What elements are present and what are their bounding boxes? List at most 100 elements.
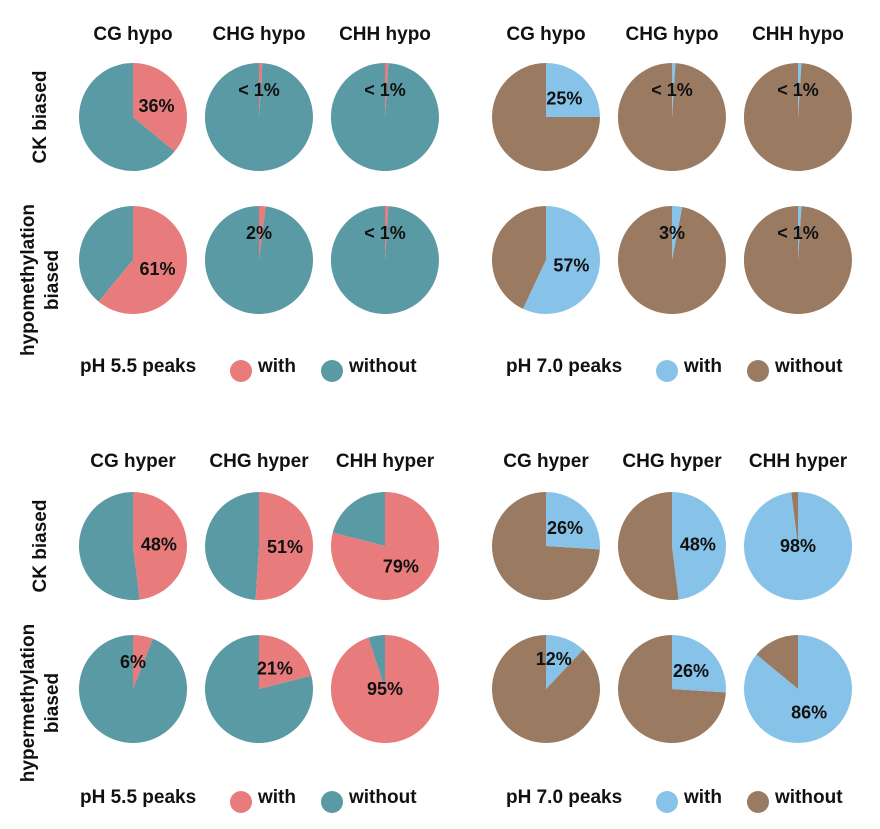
legend-label-without: without [774, 787, 843, 808]
pie-slice-without [204, 62, 313, 171]
pie-data-label: 95% [367, 679, 403, 699]
legend-title: pH 5.5 peaks [80, 787, 196, 808]
pie-slice-with [259, 63, 263, 117]
pie-data-label: 6% [120, 652, 146, 672]
pie-data-label: 86% [791, 703, 827, 723]
column-header: CHG hypo [626, 24, 719, 45]
pie-slice-with [798, 63, 802, 117]
pie-slice-with [546, 63, 600, 117]
legend-swatch-without [747, 360, 769, 382]
pie-slice-without [743, 205, 852, 314]
pie-slice-with [385, 206, 389, 260]
column-header: CHH hyper [336, 451, 435, 472]
pie-slice-with [133, 63, 188, 152]
pie-data-label: 36% [138, 96, 174, 116]
row-label: biased [42, 250, 63, 310]
legend-swatch-with [656, 791, 678, 813]
column-header: CHG hyper [622, 451, 722, 472]
pie-slice-with [98, 206, 187, 314]
pie-slice-with [798, 206, 802, 260]
pie-slice-without [492, 206, 546, 309]
pie-data-label: 51% [267, 537, 303, 557]
pie-slice-without [617, 635, 726, 743]
column-header: CG hypo [506, 24, 585, 45]
pie-slice-without [204, 206, 313, 314]
pie-slice-with [672, 635, 726, 693]
pie-data-label: 12% [536, 649, 572, 669]
pie-slice-without [491, 491, 600, 600]
legend-label-without: without [348, 356, 417, 377]
row-label: hypermethylation [18, 624, 39, 782]
pie-charts: 36% < 1% < 1% 61% 2% < 1% 25% < 1% < 1% 57% 3% < 1%… [78, 62, 853, 743]
pie-data-label: 48% [680, 534, 716, 554]
row-label: CK biased [30, 500, 51, 593]
legend-swatch-with [230, 360, 252, 382]
column-header: CHG hypo [213, 24, 306, 45]
pie-slice-with [672, 63, 676, 117]
pie-slice-without [330, 205, 439, 314]
pie-data-label: < 1% [777, 80, 819, 100]
pie-slice-without [79, 635, 188, 743]
column-header: CHH hypo [339, 24, 431, 45]
pie-data-label: < 1% [364, 223, 406, 243]
legends: pH 5.5 peaks with without pH 7.0 peaks with w… [80, 356, 843, 813]
row-label: biased [42, 673, 63, 733]
legend-label-without: without [774, 356, 843, 377]
pie-slice-without [78, 492, 140, 601]
legend-swatch-without [321, 360, 343, 382]
pie-slice-with [259, 206, 266, 260]
pie-slice-with [672, 492, 726, 600]
pie-slice-with [672, 206, 683, 260]
pie-slice-with [330, 635, 439, 743]
pie-slice-with [259, 635, 312, 689]
pie-data-label: 21% [257, 659, 293, 679]
pie-data-label: 79% [383, 557, 419, 577]
legend-title: pH 7.0 peaks [506, 787, 622, 808]
column-header: CG hyper [503, 451, 589, 472]
pie-data-label: < 1% [364, 80, 406, 100]
legend-label-with: with [257, 787, 296, 808]
pie-slice-without [205, 492, 259, 600]
column-header: CG hyper [90, 451, 176, 472]
row-label: hypomethylation [18, 204, 39, 356]
pie-data-label: 57% [553, 256, 589, 276]
legend-label-with: with [683, 356, 722, 377]
pie-slice-with [331, 491, 440, 601]
pie-slice-with [523, 205, 601, 315]
pie-slice-without [204, 635, 313, 743]
pie-slice-without [743, 62, 852, 171]
column-header: CHH hypo [752, 24, 844, 45]
pie-slice-without [330, 62, 439, 171]
legend-label-without: without [348, 787, 417, 808]
pie-data-label: 26% [673, 661, 709, 681]
pie-data-label: < 1% [238, 80, 280, 100]
pie-slice-without [368, 635, 385, 689]
pie-data-label: 25% [546, 89, 582, 109]
legend-swatch-with [656, 360, 678, 382]
pie-slice-with [133, 635, 153, 689]
pie-slice-without [791, 492, 798, 546]
pie-slice-without [78, 205, 133, 302]
pie-data-label: 26% [547, 518, 583, 538]
column-headers: CG hypo CHG hypo CHH hypo CG hypo CHG hypo CH… [90, 24, 847, 472]
pie-slice-with [546, 635, 583, 689]
pie-slice-with [744, 492, 853, 600]
pie-data-label: 48% [141, 534, 177, 554]
column-header: CHG hyper [209, 451, 309, 472]
pie-data-label: 98% [780, 536, 816, 556]
pie-slice-with [255, 491, 314, 600]
pie-slice-without [756, 635, 798, 689]
pie-data-label: < 1% [777, 223, 819, 243]
column-header: CHH hyper [749, 451, 848, 472]
pie-slice-without [332, 492, 385, 546]
legend-swatch-with [230, 791, 252, 813]
pie-slice-without [79, 63, 175, 172]
legend-label-with: with [683, 787, 722, 808]
pie-slice-without [491, 635, 600, 743]
legend-label-with: with [257, 356, 296, 377]
row-label: CK biased [30, 71, 51, 164]
pie-slice-with [546, 492, 600, 550]
pie-data-label: 61% [139, 259, 175, 279]
